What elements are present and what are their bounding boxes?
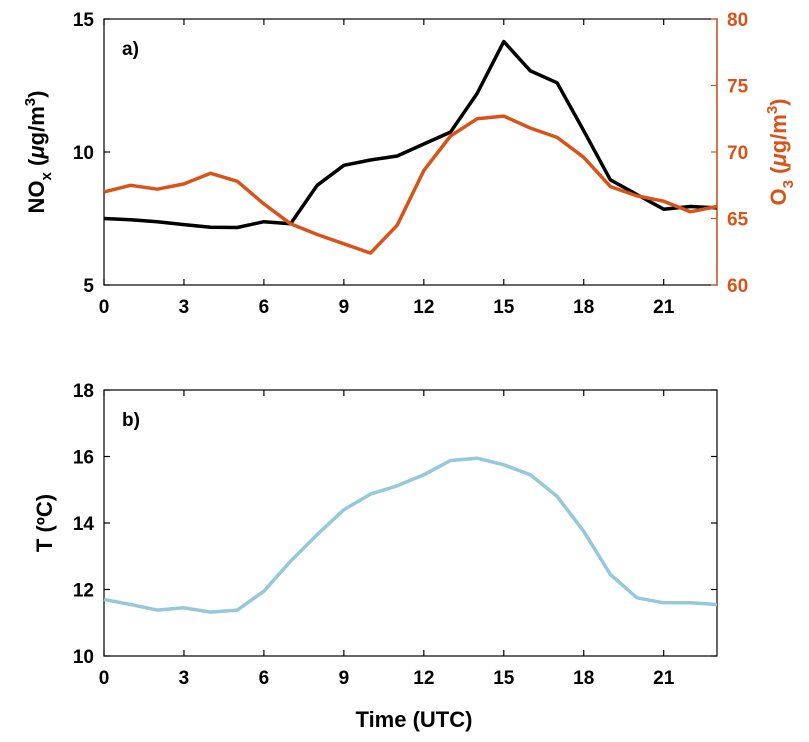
o3-label-units-post: g/m bbox=[766, 114, 791, 153]
panel-b-y-ticks: 10 12 14 16 18 bbox=[73, 381, 717, 668]
y-tick-label-right: 75 bbox=[727, 77, 749, 98]
x-tick-label: 21 bbox=[653, 297, 675, 318]
panel-a-y-ticks-right: 60 65 70 75 80 bbox=[711, 10, 749, 297]
x-tick-label: 15 bbox=[493, 297, 515, 318]
x-tick-label: 18 bbox=[573, 668, 594, 689]
y-tick-label-right: 65 bbox=[727, 210, 749, 231]
nox-label-units-post: g/m bbox=[24, 106, 49, 145]
x-tick-label: 18 bbox=[573, 297, 594, 318]
o3-label-mu: μ bbox=[766, 153, 791, 167]
x-tick-label: 9 bbox=[339, 668, 350, 689]
panel-a-y-label-right: O3 (μg/m3) bbox=[764, 99, 797, 206]
panel-b-y-label: T (ºC) bbox=[32, 494, 57, 552]
x-tick-label: 3 bbox=[179, 668, 190, 689]
x-tick-label: 6 bbox=[259, 297, 270, 318]
x-tick-label: 21 bbox=[653, 668, 675, 689]
nox-label-close: ) bbox=[24, 91, 49, 98]
o3-label-units-pre: ( bbox=[766, 166, 791, 180]
x-tick-label: 0 bbox=[99, 297, 110, 318]
nox-label-main: NO bbox=[24, 180, 49, 213]
y-tick-label-right: 70 bbox=[727, 143, 748, 164]
o3-label-sub: 3 bbox=[780, 180, 797, 188]
temperature-series-line bbox=[103, 456, 718, 614]
o3-label-main: O bbox=[766, 188, 791, 205]
y-tick-label: 18 bbox=[73, 381, 94, 402]
y-tick-label: 16 bbox=[73, 448, 94, 469]
y-tick-label: 12 bbox=[73, 581, 94, 602]
x-tick-label: 3 bbox=[179, 297, 190, 318]
panel-a-series bbox=[103, 39, 718, 255]
y-tick-label-right: 60 bbox=[727, 276, 748, 297]
nox-label-sub: x bbox=[38, 171, 55, 180]
panel-a-y-ticks-left: 5 10 15 bbox=[73, 10, 110, 297]
x-tick-label: 15 bbox=[493, 668, 515, 689]
o3-label-close: ) bbox=[766, 99, 791, 106]
nox-label-mu: μ bbox=[24, 145, 49, 159]
panel-a-y-label-left: NOx (μg/m3) bbox=[22, 91, 55, 214]
x-tick-label: 0 bbox=[99, 668, 110, 689]
panel-b-x-ticks: 0 3 6 9 12 15 18 21 bbox=[99, 390, 675, 689]
y-tick-label-right: 80 bbox=[727, 10, 748, 31]
nox-series-line bbox=[103, 39, 718, 230]
panel-b-axes-box bbox=[103, 389, 718, 657]
panel-b-label: b) bbox=[122, 410, 140, 431]
panel-b-chart: 0 3 6 9 12 15 18 21 10 12 14 16 18 b) T (ºC) Time (… bbox=[32, 381, 718, 732]
nox-label-sup: 3 bbox=[22, 98, 39, 106]
x-tick-label: 6 bbox=[259, 668, 270, 689]
o3-series-line bbox=[103, 114, 718, 255]
y-tick-label: 10 bbox=[73, 647, 94, 668]
y-tick-label: 14 bbox=[73, 514, 95, 535]
nox-label-units-pre: ( bbox=[24, 158, 49, 172]
y-tick-label: 10 bbox=[73, 143, 94, 164]
y-tick-label: 15 bbox=[73, 10, 95, 31]
panel-a-x-ticks: 0 3 6 9 12 15 18 21 bbox=[99, 19, 675, 318]
panel-a-axes-box bbox=[103, 18, 718, 286]
panel-b-series bbox=[103, 456, 718, 614]
x-tick-label: 12 bbox=[413, 297, 434, 318]
panel-b-x-label: Time (UTC) bbox=[356, 707, 473, 732]
x-tick-label: 12 bbox=[413, 668, 434, 689]
y-tick-label: 5 bbox=[83, 276, 94, 297]
x-tick-label: 9 bbox=[339, 297, 350, 318]
o3-label-sup: 3 bbox=[764, 106, 781, 114]
panel-a-label: a) bbox=[122, 39, 139, 60]
